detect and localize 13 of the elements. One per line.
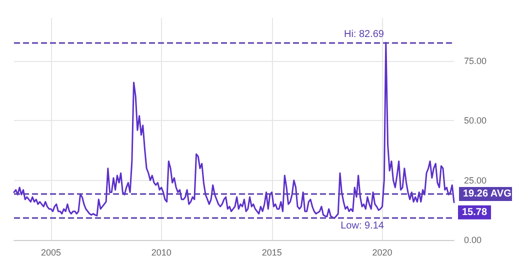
x-tick-label: 2010 xyxy=(151,248,172,258)
y-tick-label: 25.00 xyxy=(464,175,487,186)
ref-line-label: 19.26 AVG xyxy=(463,188,512,200)
y-tick-label: 50.00 xyxy=(464,116,487,126)
y-tick-label: 75.00 xyxy=(464,56,487,66)
x-tick-label: 2015 xyxy=(262,248,282,258)
annotation: 15.78 xyxy=(462,206,488,218)
ref-line-label: Hi: 82.69 xyxy=(344,29,384,40)
line-series xyxy=(13,42,455,219)
x-tick-label: 2005 xyxy=(40,248,61,258)
y-tick-label: 0.00 xyxy=(464,235,482,245)
x-tick-label: 2020 xyxy=(372,248,392,258)
ref-line-label: Low: 9.14 xyxy=(340,220,384,232)
